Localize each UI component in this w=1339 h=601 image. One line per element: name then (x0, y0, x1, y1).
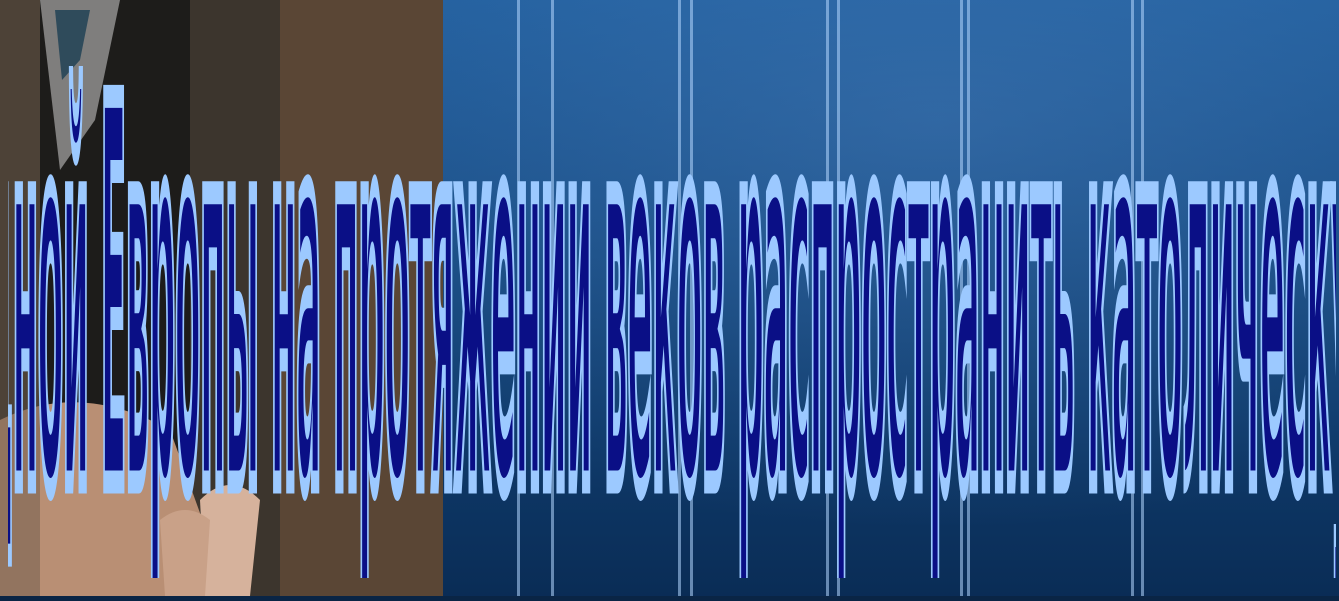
decor-line (1131, 0, 1134, 601)
bottom-bar (0, 596, 1339, 601)
slide-title-text: Все попытки римских пап и королей Западн… (8, 18, 1336, 578)
decor-line (690, 0, 693, 601)
slide-title-area: Все попытки римских пап и королей Западн… (8, 18, 1336, 578)
decor-line (960, 0, 963, 601)
decor-line (837, 0, 840, 601)
decor-line (967, 0, 970, 601)
photo-illustration (0, 0, 443, 596)
decor-line (678, 0, 681, 601)
decor-line (1141, 0, 1144, 601)
slide-title: Все попытки римских пап и королей Западн… (8, 18, 1336, 578)
decor-line (517, 0, 520, 601)
photo-figure (0, 0, 443, 596)
decor-line (551, 0, 554, 601)
decor-line (826, 0, 829, 601)
